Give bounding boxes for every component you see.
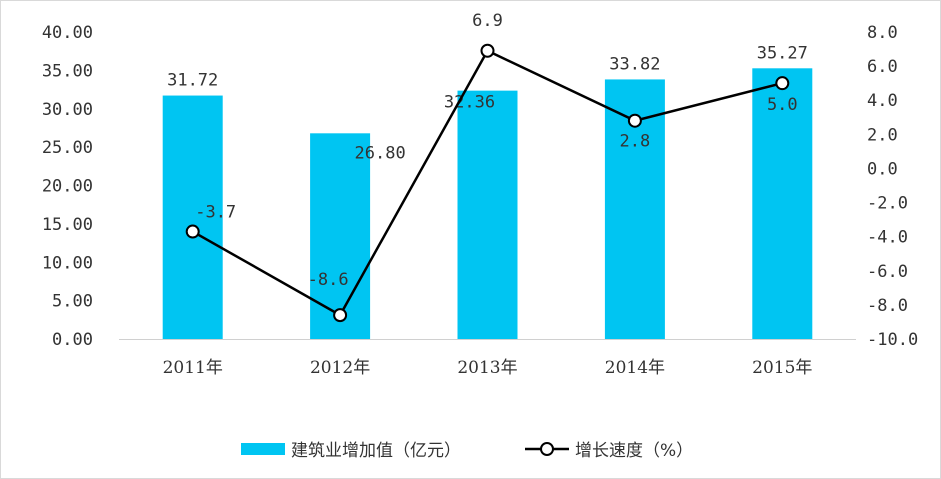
category-label: 2011年	[163, 358, 223, 378]
right-tick-label: -6.0	[867, 262, 908, 282]
left-tick-label: 20.00	[42, 177, 93, 197]
right-tick-label: 8.0	[867, 23, 898, 43]
left-tick-label: 5.00	[52, 292, 93, 312]
line-series	[185, 43, 790, 323]
category-label: 2014年	[605, 358, 665, 378]
left-tick-label: 25.00	[42, 138, 93, 158]
bar	[162, 95, 223, 339]
right-tick-label: -10.0	[867, 330, 918, 350]
line-point-marker	[775, 76, 790, 91]
bar-data-label: 35.27	[757, 43, 808, 63]
right-tick-label: 2.0	[867, 125, 898, 145]
legend: 建筑业增加值（亿元） 增长速度（%）	[241, 441, 693, 461]
line-point-marker	[627, 113, 642, 128]
line-data-label: 5.0	[767, 95, 798, 115]
right-tick-label: -4.0	[867, 228, 908, 248]
left-tick-label: 35.00	[42, 61, 93, 81]
bar	[457, 90, 518, 340]
line-point-marker	[333, 308, 348, 323]
bar	[752, 68, 813, 340]
right-tick-label: -8.0	[867, 296, 908, 316]
legend-swatch-marker	[540, 442, 554, 456]
legend-label-line: 增长速度（%）	[575, 441, 693, 461]
left-tick-label: 0.00	[52, 330, 93, 350]
left-tick-label: 30.00	[42, 100, 93, 120]
category-label: 2012年	[310, 358, 370, 378]
category-label: 2013年	[457, 358, 517, 378]
line-data-labels: -3.7 -8.6 6.9 2.8 5.0	[195, 11, 797, 290]
line-data-label: 2.8	[620, 132, 651, 152]
bar-data-label: 32.36	[444, 93, 495, 113]
left-tick-label: 10.00	[42, 253, 93, 273]
line-data-label: -8.6	[308, 270, 349, 290]
legend-label-bar: 建筑业增加值（亿元）	[291, 441, 461, 461]
category-labels: 2011年 2012年 2013年 2014年 2015年	[163, 358, 813, 378]
bar-data-label: 31.72	[167, 71, 218, 91]
line-data-label: -3.7	[195, 203, 236, 223]
legend-swatch-bar	[241, 443, 285, 455]
line-point-marker	[185, 224, 200, 239]
right-axis-ticks: -10.0 -8.0 -6.0 -4.0 -2.0 0.0 2.0 4.0 6.0 8.0	[867, 23, 918, 350]
right-tick-label: -2.0	[867, 194, 908, 214]
right-tick-label: 6.0	[867, 57, 898, 77]
line-data-label: 6.9	[472, 11, 503, 31]
line-point-marker	[480, 43, 495, 58]
right-tick-label: 4.0	[867, 91, 898, 111]
category-label: 2015年	[752, 358, 812, 378]
bar-data-label: 26.80	[355, 143, 406, 163]
left-axis-ticks: 0.00 5.00 10.00 15.00 20.00 25.00 30.00 35.00 40…	[42, 23, 93, 350]
bar-data-label: 33.82	[609, 54, 660, 74]
left-tick-label: 15.00	[42, 215, 93, 235]
bar-data-labels: 31.72 26.80 32.36 33.82 35.27	[167, 43, 808, 163]
right-tick-label: 0.0	[867, 159, 898, 179]
left-tick-label: 40.00	[42, 23, 93, 43]
